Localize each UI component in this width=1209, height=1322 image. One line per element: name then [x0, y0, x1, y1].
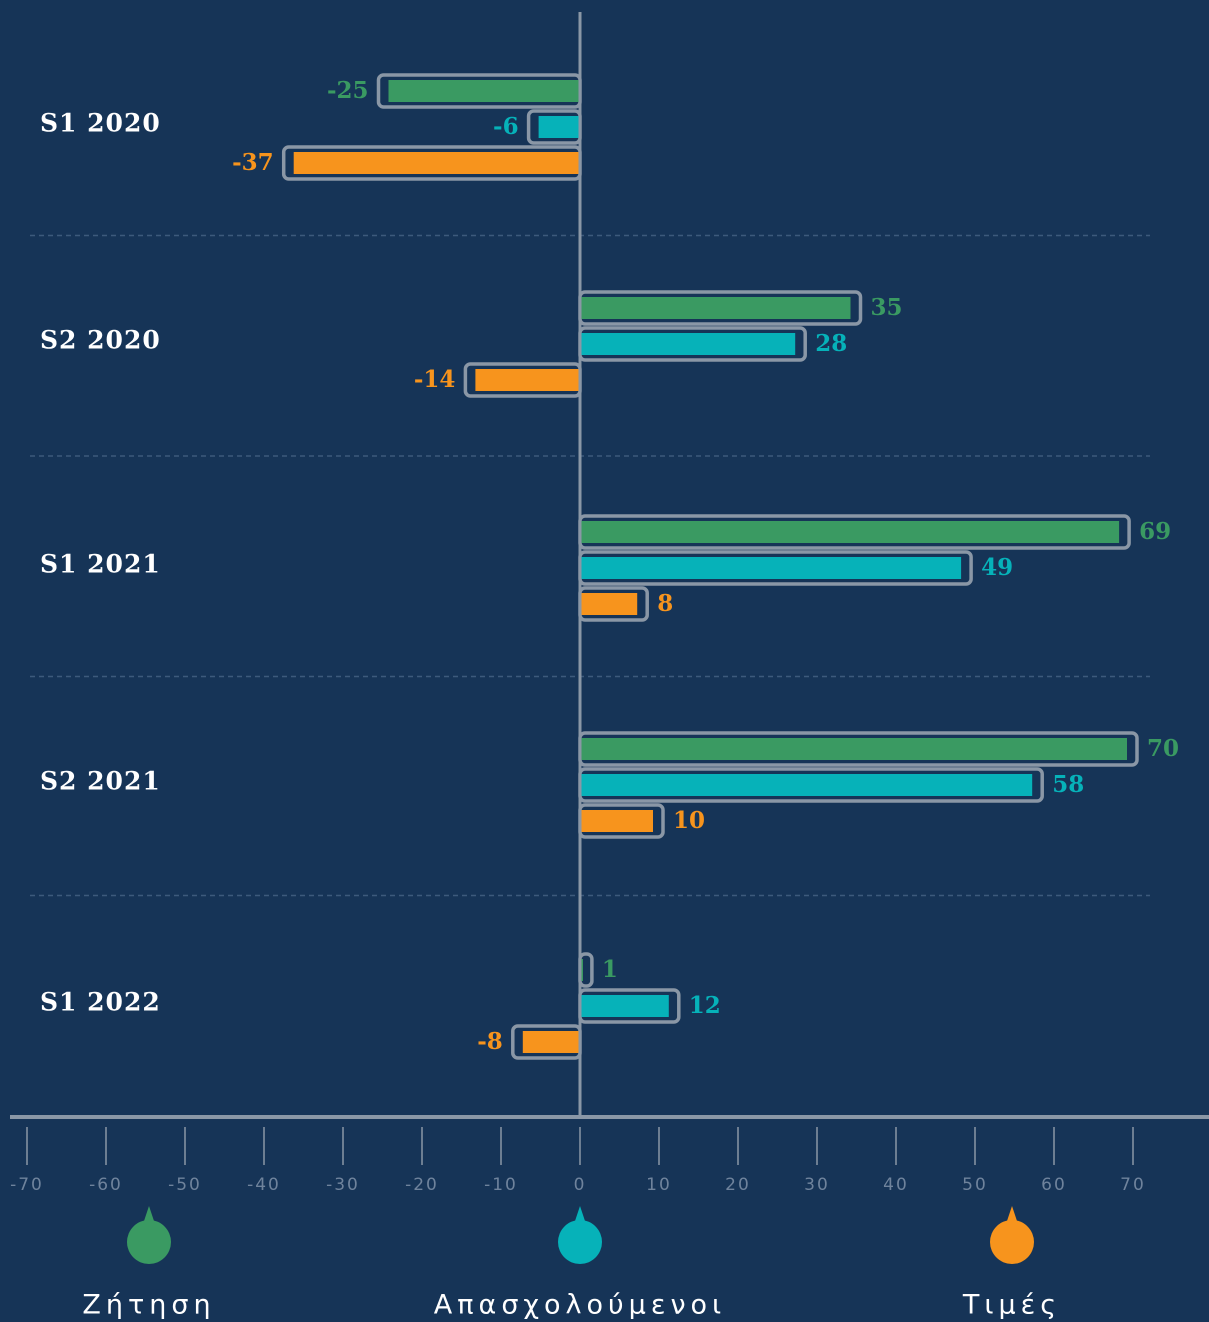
bar	[580, 738, 1127, 760]
value-label: 1	[602, 956, 618, 983]
bar	[580, 521, 1120, 543]
category-label: S1 2021	[40, 550, 161, 579]
bar	[388, 80, 580, 102]
value-label: 70	[1147, 735, 1179, 762]
bar	[580, 557, 962, 579]
x-tick-label: 0	[574, 1175, 587, 1195]
category-label: S2 2021	[40, 767, 161, 796]
x-tick-label: -70	[10, 1175, 44, 1195]
x-tick-label: -20	[405, 1175, 439, 1195]
legend-marker	[127, 1220, 171, 1264]
category-label: S2 2020	[40, 326, 161, 355]
bar	[580, 995, 669, 1017]
value-label: -6	[493, 113, 519, 140]
x-tick-label: 60	[1041, 1175, 1067, 1195]
bar	[538, 116, 580, 138]
bar	[580, 810, 653, 832]
x-tick-label: -30	[326, 1175, 360, 1195]
value-label: -8	[477, 1028, 503, 1055]
legend-pointer	[574, 1206, 586, 1224]
value-label: -37	[232, 149, 274, 176]
legend-pointer	[143, 1206, 155, 1224]
bar	[522, 1031, 580, 1053]
value-label: 10	[673, 807, 705, 834]
value-label: 49	[981, 554, 1013, 581]
bar	[580, 774, 1033, 796]
x-tick-label: 20	[725, 1175, 751, 1195]
x-tick-label: -10	[484, 1175, 518, 1195]
bar	[475, 369, 580, 391]
value-label: 12	[689, 992, 721, 1019]
value-label: -25	[327, 77, 369, 104]
x-tick-label: -60	[89, 1175, 123, 1195]
bar	[580, 333, 796, 355]
bar	[580, 593, 638, 615]
legend-label: Ζήτηση	[82, 1290, 215, 1321]
x-tick-label: 30	[804, 1175, 830, 1195]
bar	[580, 297, 851, 319]
value-label: 28	[815, 330, 847, 357]
value-label: 8	[657, 590, 673, 617]
x-tick-label: 10	[646, 1175, 672, 1195]
legend-label: Απασχολούμενοι	[434, 1290, 726, 1321]
value-label: 69	[1139, 518, 1171, 545]
category-label: S1 2022	[40, 988, 161, 1017]
x-tick-label: 50	[962, 1175, 988, 1195]
x-tick-label: 40	[883, 1175, 909, 1195]
bar	[293, 152, 580, 174]
legend-pointer	[1006, 1206, 1018, 1224]
legend-marker	[558, 1220, 602, 1264]
x-tick-label: -40	[247, 1175, 281, 1195]
x-tick-label: 70	[1120, 1175, 1146, 1195]
value-label: -14	[414, 366, 456, 393]
x-tick-label: -50	[168, 1175, 202, 1195]
category-label: S1 2020	[40, 109, 161, 138]
value-label: 58	[1052, 771, 1084, 798]
value-label: 35	[871, 294, 903, 321]
legend-marker	[990, 1220, 1034, 1264]
legend-label: Τιμές	[962, 1290, 1061, 1321]
